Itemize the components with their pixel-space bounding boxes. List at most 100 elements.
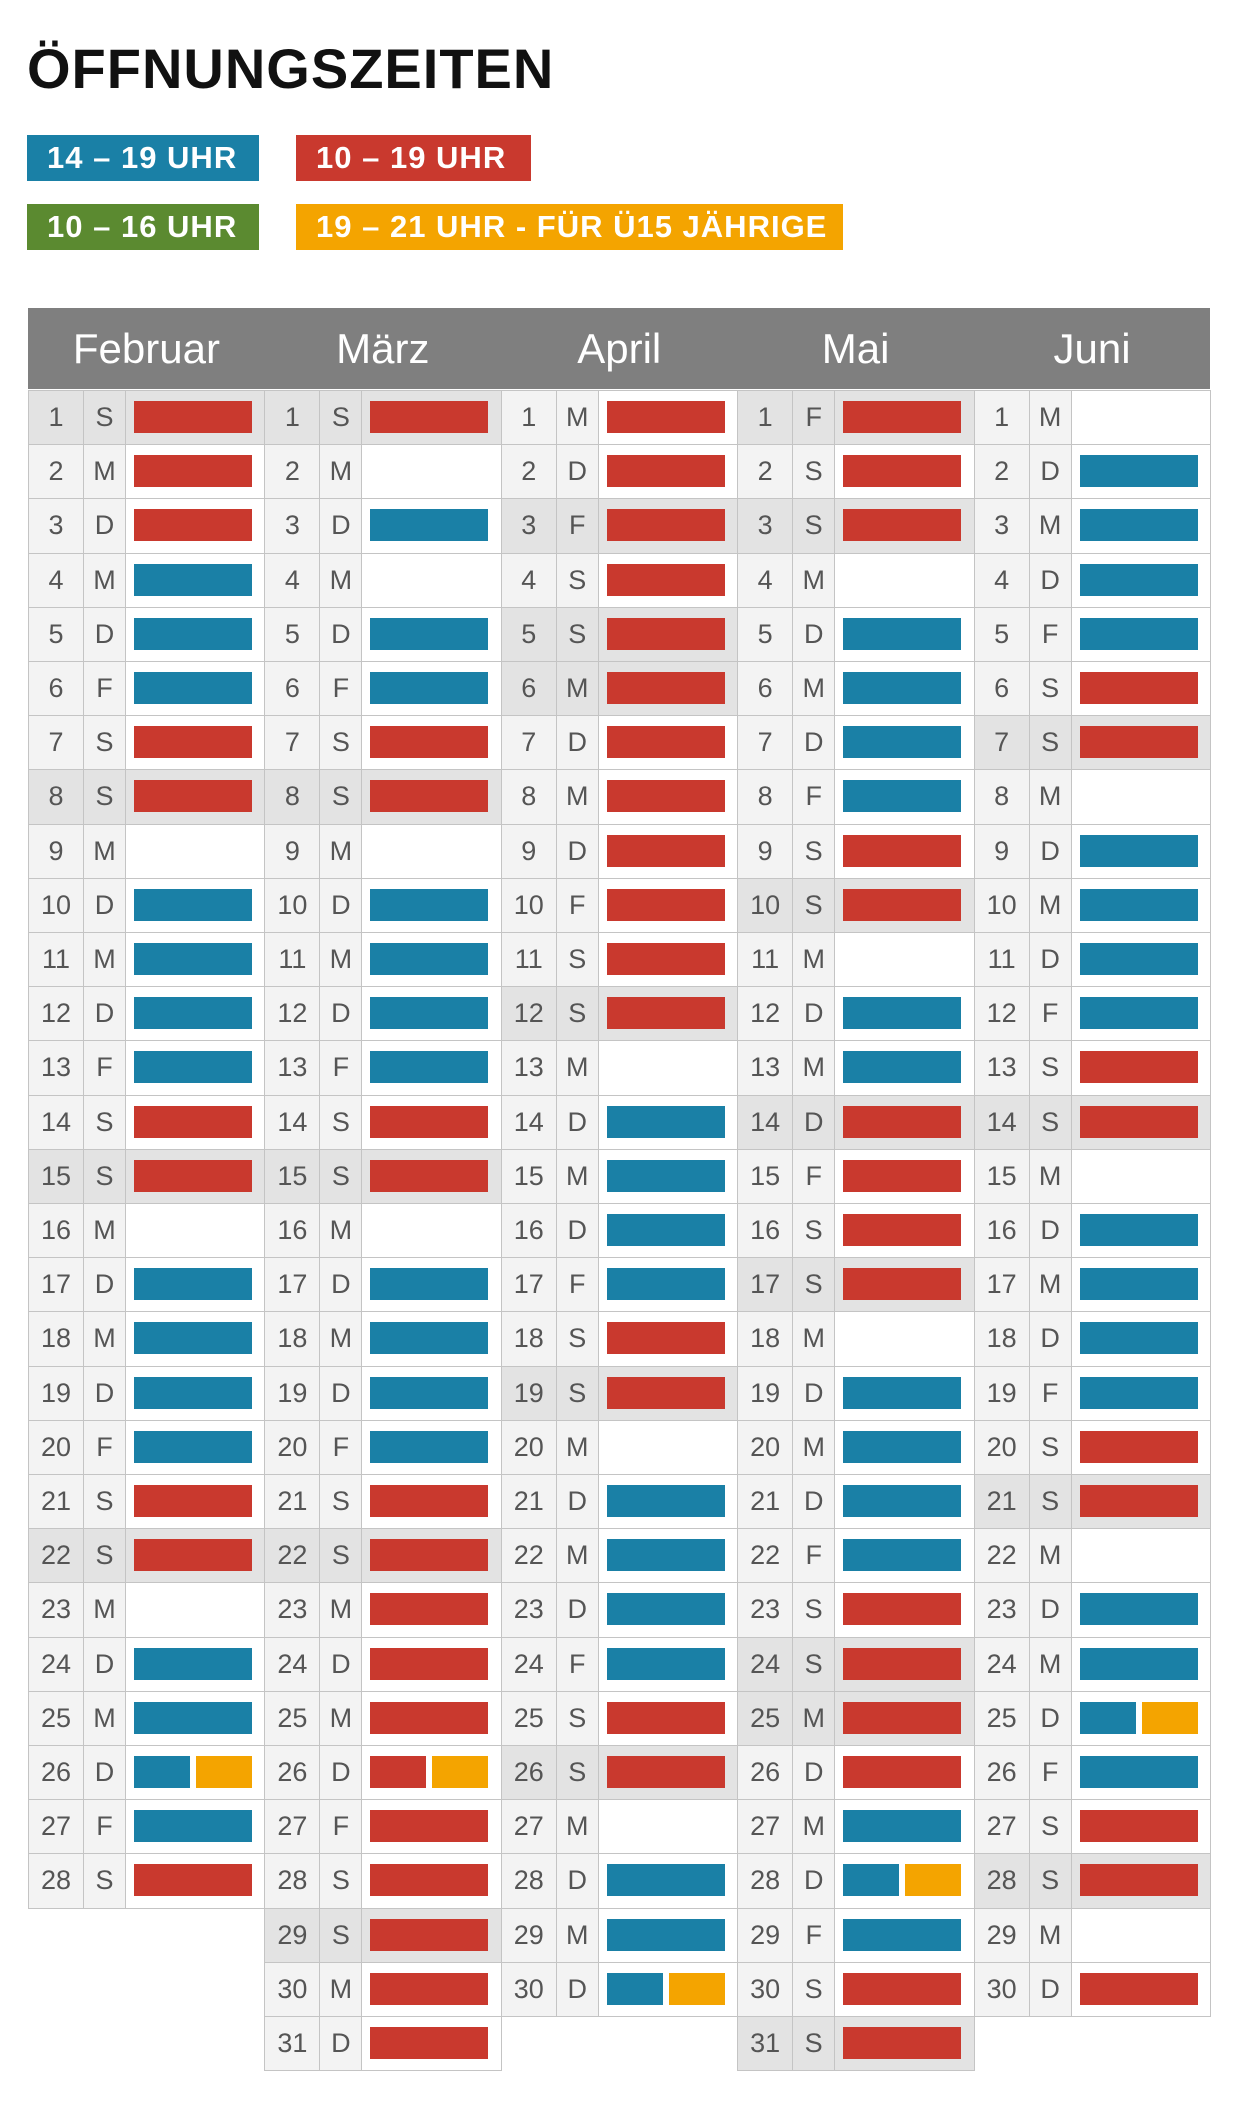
opening-bar [134, 509, 252, 542]
day-number: 15 [264, 1148, 321, 1204]
day-number: 23 [264, 1582, 321, 1638]
month-header: Mai [737, 308, 975, 389]
day-number: 15 [973, 1148, 1030, 1204]
day-number: 19 [500, 1365, 557, 1421]
opening-bar [134, 888, 252, 921]
opening-bar [843, 1972, 962, 2005]
weekday: F [1028, 986, 1072, 1042]
day-number: 13 [973, 1040, 1030, 1096]
weekday: S [792, 444, 836, 500]
day-number: 7 [264, 715, 321, 771]
weekday: F [83, 1419, 126, 1475]
weekday: D [319, 1257, 363, 1313]
day-number: 5 [737, 606, 794, 662]
weekday: D [555, 1094, 599, 1150]
weekday: M [83, 552, 126, 608]
opening-bar [134, 997, 252, 1030]
weekday: D [555, 1203, 599, 1259]
opening-bar [134, 1430, 252, 1463]
day-number: 11 [264, 932, 321, 988]
weekday: S [319, 1907, 363, 1963]
day-number: 13 [737, 1040, 794, 1096]
weekday: F [1028, 606, 1072, 662]
day-number: 21 [28, 1474, 84, 1530]
day-number: 12 [973, 986, 1030, 1042]
day-number: 10 [264, 877, 321, 933]
weekday: M [555, 1528, 599, 1584]
weekday: S [1028, 1799, 1072, 1855]
month-header: April [500, 308, 738, 389]
day-number: 24 [973, 1636, 1030, 1692]
opening-bar [843, 1810, 962, 1843]
opening-bar [606, 672, 725, 704]
weekday: M [1028, 1148, 1072, 1204]
weekday: S [83, 769, 126, 825]
day-number: 9 [28, 823, 84, 879]
weekday: D [319, 606, 363, 662]
opening-bar [606, 834, 725, 867]
weekday: D [1028, 1311, 1072, 1367]
weekday: S [1028, 661, 1072, 717]
day-number: 2 [973, 444, 1030, 500]
weekday: D [83, 498, 126, 554]
opening-bar [843, 1864, 900, 1897]
day-number: 23 [973, 1582, 1030, 1638]
day-number: 14 [264, 1094, 321, 1150]
hours-cell [361, 552, 502, 608]
weekday: M [319, 823, 363, 879]
opening-bar [843, 1268, 962, 1301]
weekday: M [319, 1311, 363, 1367]
weekday: M [792, 1419, 836, 1475]
weekday: D [555, 1853, 599, 1909]
opening-bar [134, 1322, 252, 1355]
opening-bar [134, 455, 252, 488]
opening-bar [606, 1647, 725, 1680]
weekday: M [319, 552, 363, 608]
day-number: 19 [28, 1365, 84, 1421]
hours-cell [1070, 1528, 1211, 1584]
opening-bar [606, 1268, 725, 1301]
weekday: S [555, 606, 599, 662]
weekday: M [1028, 1257, 1072, 1313]
day-number: 12 [28, 986, 84, 1042]
opening-bar [1079, 1322, 1198, 1355]
weekday: S [1028, 1474, 1072, 1530]
day-number: 25 [500, 1690, 557, 1746]
day-number: 1 [264, 390, 321, 446]
opening-bar [606, 563, 725, 596]
weekday: D [319, 877, 363, 933]
day-number: 22 [28, 1528, 84, 1584]
weekday: D [319, 986, 363, 1042]
opening-bar [1079, 1593, 1198, 1626]
weekday: M [83, 1311, 126, 1367]
day-number: 14 [973, 1094, 1030, 1150]
day-number: 29 [973, 1907, 1030, 1963]
hours-cell [125, 1582, 266, 1638]
opening-bar [196, 1756, 252, 1788]
weekday: D [1028, 823, 1072, 879]
day-number: 1 [737, 390, 794, 446]
day-number: 4 [500, 552, 557, 608]
weekday: D [1028, 1690, 1072, 1746]
opening-bar [134, 780, 252, 813]
opening-bar [134, 1105, 252, 1138]
opening-bar [370, 780, 489, 813]
opening-bar [843, 1214, 962, 1246]
weekday: D [83, 1745, 126, 1801]
day-number: 11 [737, 932, 794, 988]
weekday: S [83, 1474, 126, 1530]
opening-bar [370, 1647, 489, 1680]
day-number: 6 [264, 661, 321, 717]
day-number: 1 [28, 390, 84, 446]
hours-cell [1070, 1148, 1211, 1204]
day-number: 21 [264, 1474, 321, 1530]
weekday: D [792, 1474, 836, 1530]
opening-bar [843, 1430, 962, 1463]
month-header: März [264, 308, 502, 389]
weekday: S [1028, 1419, 1072, 1475]
opening-bar [370, 1918, 489, 1951]
weekday: S [555, 1690, 599, 1746]
weekday: S [1028, 715, 1072, 771]
day-number: 16 [973, 1203, 1030, 1259]
day-number: 10 [500, 877, 557, 933]
